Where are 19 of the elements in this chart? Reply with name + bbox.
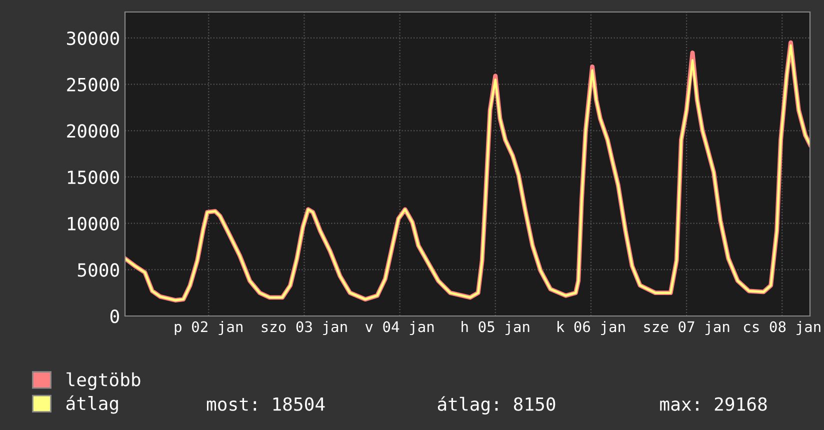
- text: most: 18504: [206, 397, 325, 411]
- text: átlag: 8150: [438, 396, 556, 415]
- x-tick-label: k 06 jan: [558, 320, 625, 336]
- x-tick-label: cs 08 jan: [744, 320, 820, 336]
- x-tick-label: szo 03 jan: [262, 320, 347, 336]
- y-tick-label: 0: [110, 310, 119, 324]
- y-tick-label: 10000: [68, 216, 119, 230]
- y-tick-label: 25000: [67, 78, 119, 92]
- y-tick-label: 20000: [67, 124, 119, 138]
- legend-label: átlag: [66, 395, 118, 414]
- x-tick-label: v 04 jan: [365, 320, 434, 336]
- x-tick-label: p 02 jan: [174, 320, 242, 336]
- x-tick-label: h 05 jan: [462, 320, 530, 336]
- y-tick-label: 15000: [68, 170, 119, 184]
- legend-label: legtöbb: [66, 372, 140, 390]
- y-tick-label: 30000: [66, 31, 119, 46]
- text: max: 29168: [660, 397, 767, 411]
- x-tick-label: sze 07 jan: [644, 320, 730, 336]
- y-tick-label: 5000: [78, 263, 119, 277]
